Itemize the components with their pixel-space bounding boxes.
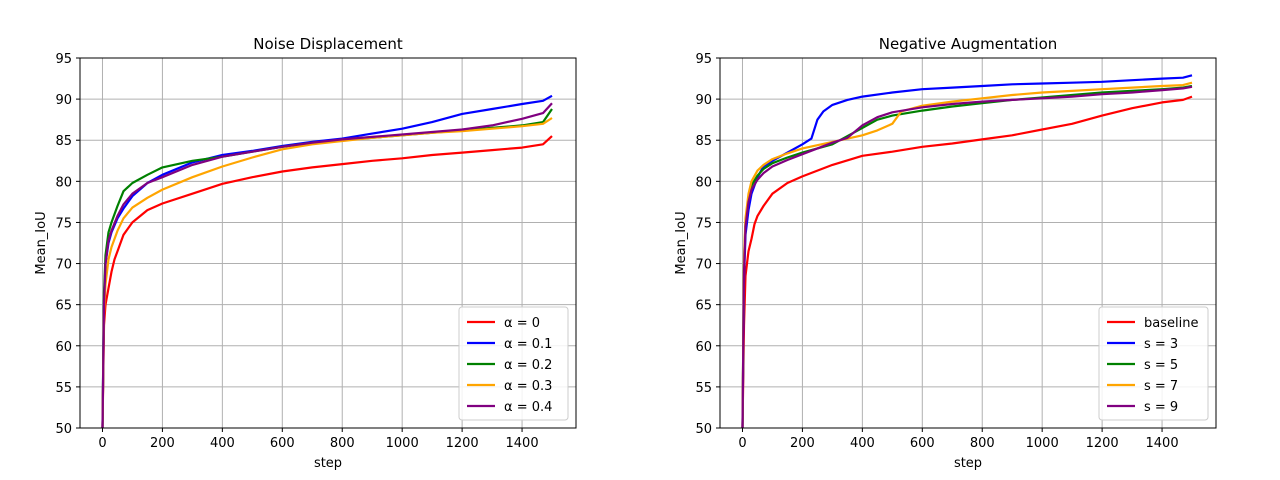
x-tick-label: 200 bbox=[790, 436, 815, 451]
x-tick-label: 400 bbox=[850, 436, 875, 451]
chart-negative-augmentation: Negative Augmentation 0 200 400 600 800 1000 1… bbox=[674, 35, 1217, 471]
series-lines bbox=[741, 74, 1193, 429]
y-tick-label: 95 bbox=[55, 52, 72, 67]
y-tick-label: 50 bbox=[695, 422, 712, 437]
y-tick-label: 80 bbox=[695, 175, 712, 190]
legend-label: s = 9 bbox=[1144, 400, 1178, 415]
legend: α = 0 α = 0.1 α = 0.2 α = 0.3 α = 0.4 bbox=[458, 306, 569, 421]
x-axis-label: step bbox=[314, 456, 342, 471]
chart-noise-displacement: Noise Displacement 0 200 400 600 800 1000 1200… bbox=[34, 35, 577, 471]
x-tick-label: 800 bbox=[970, 436, 995, 451]
y-tick-label: 65 bbox=[55, 299, 72, 314]
plot-frame bbox=[719, 57, 1217, 429]
y-tick-label: 70 bbox=[695, 258, 712, 273]
x-tick-label: 0 bbox=[738, 436, 746, 451]
y-tick-label: 85 bbox=[695, 134, 712, 149]
plot-frame bbox=[79, 57, 577, 429]
series-line bbox=[101, 117, 553, 429]
legend-label: α = 0.3 bbox=[504, 379, 552, 394]
legend-label: α = 0.4 bbox=[504, 400, 552, 415]
legend-label: α = 0.1 bbox=[504, 337, 552, 352]
x-tick-label: 0 bbox=[98, 436, 106, 451]
chart-title: Noise Displacement bbox=[253, 35, 403, 53]
legend-label: α = 0.2 bbox=[504, 358, 552, 373]
y-tick-label: 55 bbox=[695, 381, 712, 396]
x-tick-label: 1000 bbox=[1026, 436, 1059, 451]
y-tick-label: 80 bbox=[55, 175, 72, 190]
y-tick-label: 55 bbox=[55, 381, 72, 396]
x-tick-label: 800 bbox=[330, 436, 355, 451]
x-tick-label: 1400 bbox=[506, 436, 539, 451]
y-tick-label: 90 bbox=[695, 93, 712, 108]
legend-label: s = 3 bbox=[1144, 337, 1178, 352]
y-axis-label: Mean_IoU bbox=[674, 211, 689, 274]
legend-box bbox=[1098, 306, 1209, 421]
series-line bbox=[101, 102, 553, 429]
x-tick-label: 1000 bbox=[386, 436, 419, 451]
series-lines bbox=[101, 94, 553, 429]
series-line bbox=[741, 85, 1193, 429]
series-line bbox=[741, 95, 1193, 429]
x-tick-label: 400 bbox=[210, 436, 235, 451]
legend-label: baseline bbox=[1144, 316, 1198, 331]
y-tick-label: 85 bbox=[55, 134, 72, 149]
x-tick-label: 600 bbox=[270, 436, 295, 451]
x-tick-label: 600 bbox=[910, 436, 935, 451]
y-tick-label: 60 bbox=[55, 340, 72, 355]
x-tick-label: 1200 bbox=[1086, 436, 1119, 451]
x-axis-label: step bbox=[954, 456, 982, 471]
x-tick-label: 1400 bbox=[1146, 436, 1179, 451]
legend-label: s = 7 bbox=[1144, 379, 1178, 394]
series-line bbox=[741, 81, 1193, 429]
y-tick-label: 90 bbox=[55, 93, 72, 108]
series-line bbox=[101, 135, 553, 429]
legend-label: s = 5 bbox=[1144, 358, 1178, 373]
legend-label: α = 0 bbox=[504, 316, 540, 331]
legend-box bbox=[458, 306, 569, 421]
y-axis-label: Mean_IoU bbox=[34, 211, 49, 274]
y-tick-label: 60 bbox=[695, 340, 712, 355]
chart-title: Negative Augmentation bbox=[879, 35, 1058, 53]
axis-ticks: 0 200 400 600 800 1000 1200 1400 50 55 60 65 70 75 80 8… bbox=[55, 52, 538, 451]
y-tick-label: 95 bbox=[695, 52, 712, 67]
y-tick-label: 75 bbox=[695, 216, 712, 231]
y-tick-label: 50 bbox=[55, 422, 72, 437]
x-tick-label: 1200 bbox=[446, 436, 479, 451]
legend: baseline s = 3 s = 5 s = 7 s = 9 bbox=[1098, 306, 1209, 421]
axis-ticks: 0 200 400 600 800 1000 1200 1400 50 55 60 65 70 75 80 8… bbox=[695, 52, 1178, 451]
x-tick-label: 200 bbox=[150, 436, 175, 451]
y-tick-label: 70 bbox=[55, 258, 72, 273]
y-tick-label: 65 bbox=[695, 299, 712, 314]
y-tick-label: 75 bbox=[55, 216, 72, 231]
